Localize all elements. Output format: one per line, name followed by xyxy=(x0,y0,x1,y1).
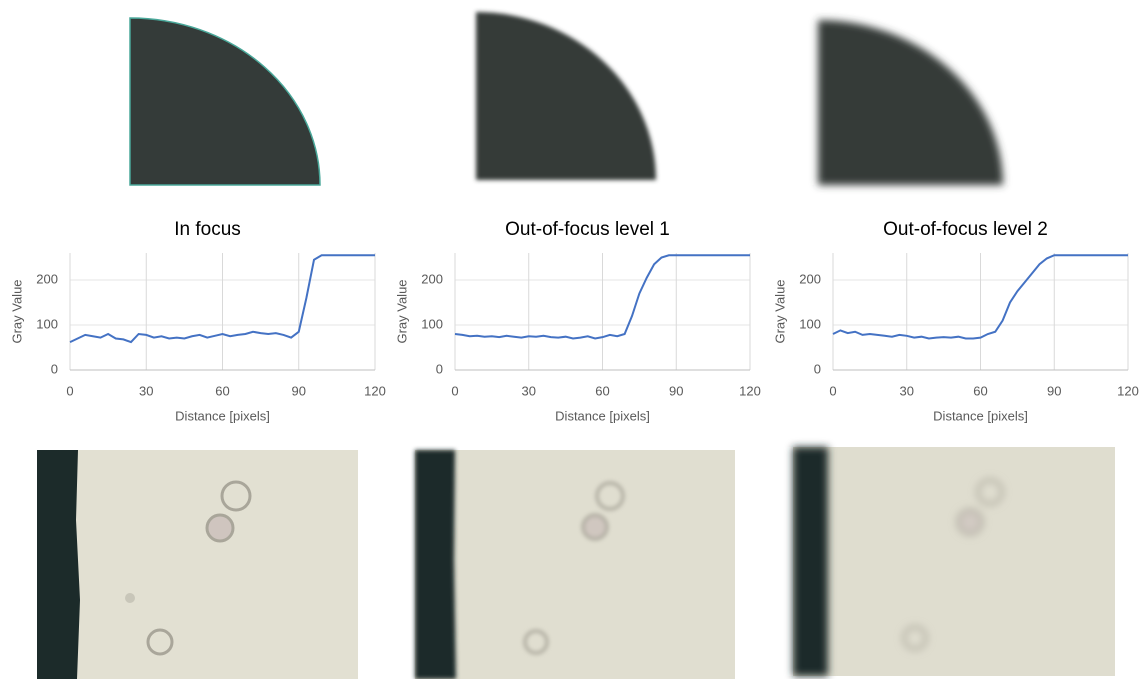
x-tick-label: 120 xyxy=(1117,383,1139,398)
y-tick-label: 100 xyxy=(421,316,443,331)
x-tick-label: 30 xyxy=(139,383,153,398)
top-image xyxy=(130,18,320,185)
chart-title: In focus xyxy=(174,219,241,240)
bottom-image xyxy=(793,447,1115,676)
x-axis-label: Distance [pixels] xyxy=(175,408,270,423)
x-tick-label: 90 xyxy=(1047,383,1061,398)
y-tick-label: 200 xyxy=(36,271,58,286)
x-tick-label: 60 xyxy=(595,383,609,398)
x-tick-label: 60 xyxy=(973,383,987,398)
chart-title: Out-of-focus level 2 xyxy=(883,219,1048,240)
y-axis-label: Gray Value xyxy=(772,279,787,343)
chart-title: Out-of-focus level 1 xyxy=(505,219,670,240)
y-tick-label: 100 xyxy=(36,316,58,331)
y-axis-label: Gray Value xyxy=(394,279,409,343)
bottom-image xyxy=(415,450,735,679)
y-tick-label: 0 xyxy=(814,361,821,376)
figure: 0 100 200 0 30 60 90 120 In focus Distance [pixel… xyxy=(0,0,1146,679)
x-tick-label: 30 xyxy=(900,383,914,398)
x-tick-label: 60 xyxy=(215,383,229,398)
top-image xyxy=(476,12,656,180)
x-tick-label: 90 xyxy=(292,383,306,398)
x-axis-label: Distance [pixels] xyxy=(933,408,1028,423)
x-tick-label: 0 xyxy=(66,383,73,398)
bottom-image xyxy=(37,450,358,679)
x-tick-label: 0 xyxy=(829,383,836,398)
top-image xyxy=(818,20,1003,185)
x-tick-label: 0 xyxy=(451,383,458,398)
y-tick-label: 200 xyxy=(421,271,443,286)
x-axis-label: Distance [pixels] xyxy=(555,408,650,423)
x-tick-label: 120 xyxy=(364,383,386,398)
x-tick-label: 30 xyxy=(522,383,536,398)
y-tick-label: 0 xyxy=(436,361,443,376)
x-tick-label: 90 xyxy=(669,383,683,398)
y-tick-label: 200 xyxy=(799,271,821,286)
y-tick-label: 0 xyxy=(51,361,58,376)
y-tick-label: 100 xyxy=(799,316,821,331)
x-tick-label: 120 xyxy=(739,383,761,398)
y-axis-label: Gray Value xyxy=(9,279,24,343)
